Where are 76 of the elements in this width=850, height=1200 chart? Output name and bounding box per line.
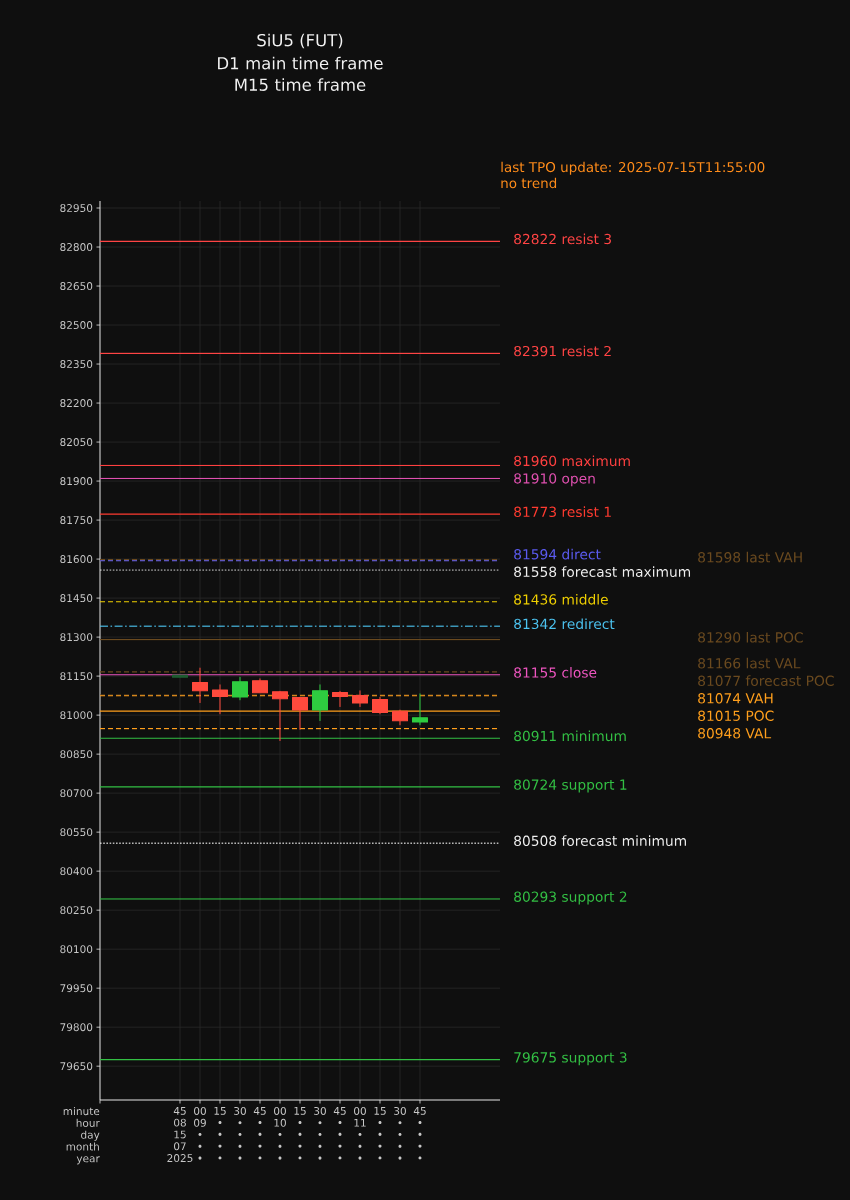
candlestick: [411, 693, 428, 726]
y-tick-label: 82350: [60, 360, 93, 369]
y-tick-label: 80850: [60, 750, 93, 759]
x-tick-label: 00 10 • • •: [274, 1107, 286, 1160]
candlestick: [332, 690, 348, 708]
y-tick-label: 79650: [60, 1062, 93, 1071]
x-tick-label: 45 • • • •: [413, 1107, 426, 1160]
ref-line-label: 82391 resist 2: [514, 345, 611, 357]
y-tick-label: 82800: [60, 243, 93, 251]
ref-line-label: 81015 POC: [698, 710, 774, 721]
ref-line-label: 80948 VAL: [698, 728, 772, 739]
ref-line-label: 79675 support 3: [514, 1052, 627, 1066]
ref-line-label: 81074 VAH: [698, 693, 773, 704]
x-tick-label: 45 08 15 07 2025: [167, 1107, 193, 1163]
ref-line-label: 80293 support 2: [514, 891, 627, 905]
x-tick-label: 15 • • • •: [374, 1107, 386, 1160]
x-tick-label: 45 • • • •: [333, 1107, 346, 1160]
candlestick: [292, 696, 308, 730]
text: no trend: [501, 177, 557, 189]
y-tick-label: 82500: [60, 321, 93, 329]
text: last TPO update: 2025-07-15T11:55:00: [501, 161, 765, 175]
x-tick-label: 45 • • • •: [253, 1107, 266, 1160]
x-axis-title: minute hour day month year: [63, 1107, 100, 1165]
ref-line-label: 81598 last VAH: [698, 551, 802, 563]
y-tick-label: 80400: [60, 867, 93, 876]
y-tick-label: 82650: [60, 282, 93, 290]
candlestick: [232, 676, 248, 701]
ref-line-label: 80911 minimum: [514, 730, 626, 742]
ref-line-label: 80508 forecast minimum: [514, 835, 686, 846]
candlestick: [252, 678, 268, 694]
x-tick-label: 30 • • • •: [234, 1107, 246, 1160]
y-tick-label: 81000: [60, 711, 93, 720]
x-tick-label: 30 • • • •: [314, 1107, 326, 1160]
candlestick: [192, 667, 208, 703]
ref-line-label: 81166 last VAL: [698, 657, 801, 669]
ref-line-label: 81155 close: [514, 667, 597, 678]
ref-line-label: 81960 maximum: [514, 455, 630, 467]
y-tick-label: 80550: [60, 828, 93, 837]
x-tick-label: 15 • • • •: [214, 1107, 226, 1160]
y-tick-label: 79800: [60, 1023, 93, 1032]
ref-line-label: 80724 support 1: [514, 779, 627, 793]
y-tick-label: 81900: [60, 477, 93, 486]
ref-line-label: 81436 middle: [514, 593, 608, 605]
y-tick-label: 80100: [60, 945, 93, 954]
y-tick-label: 80700: [60, 789, 93, 798]
ref-line-label: 81910 open: [514, 473, 595, 487]
chart-title: SiU5 (FUT): [257, 33, 343, 49]
ref-line-label: 81558 forecast maximum: [514, 566, 691, 577]
candlestick: [271, 690, 288, 742]
candlestick: [212, 684, 228, 715]
candlestick: [352, 690, 368, 708]
x-tick-label: 15 • • • •: [294, 1107, 306, 1160]
y-tick-label: 81750: [60, 516, 93, 525]
candlestick: [392, 709, 408, 726]
ref-line-label: 82822 resist 3: [514, 233, 611, 245]
y-tick-label: 82050: [60, 438, 93, 447]
x-tick-label: 00 11 • • •: [354, 1107, 366, 1160]
ref-line-label: 81077 forecast POC: [698, 675, 834, 686]
candlestick: [312, 684, 328, 722]
ref-line-label: 81342 redirect: [514, 618, 615, 630]
candlestick: [172, 674, 188, 678]
chart-subtitle: D1 main time frame M15 time frame: [218, 56, 383, 91]
y-tick-label: 79950: [60, 984, 93, 993]
y-tick-label: 81150: [60, 672, 93, 681]
y-tick-label: 80250: [60, 906, 93, 915]
ref-line-label: 81594 direct: [514, 548, 601, 560]
y-tick-label: 81600: [60, 555, 93, 564]
x-tick-label: 00 09 • • •: [194, 1107, 206, 1160]
y-tick-label: 82200: [60, 399, 93, 408]
ref-line-label: 81290 last POC: [698, 631, 803, 643]
y-tick-label: 81450: [60, 594, 93, 603]
y-tick-label: 81300: [60, 633, 93, 642]
x-tick-label: 30 • • • •: [394, 1107, 406, 1160]
candlestick: [372, 696, 388, 715]
ref-line-label: 81773 resist 1: [514, 506, 611, 518]
y-tick-label: 82950: [60, 204, 93, 212]
